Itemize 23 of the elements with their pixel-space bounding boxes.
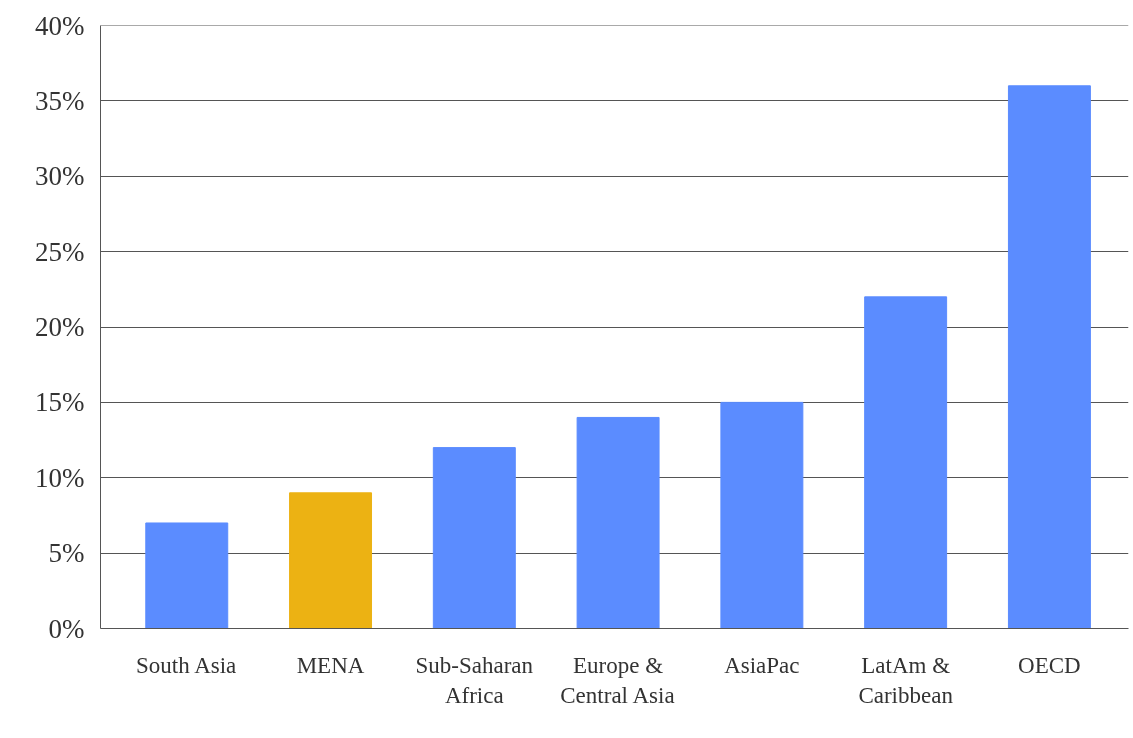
bar [864, 296, 948, 629]
x-tick-label: OECD [1018, 652, 1081, 678]
y-tick-label: 40% [35, 10, 85, 41]
bar [720, 401, 804, 629]
y-tick-label: 25% [35, 236, 85, 267]
y-tick-label: 35% [35, 85, 85, 116]
x-tick-label: Sub-Saharan Africa [415, 652, 534, 708]
bar [145, 522, 229, 629]
y-tick-label: 15% [35, 387, 85, 418]
y-tick-label: 10% [35, 462, 85, 493]
bar [1007, 85, 1091, 629]
y-tick-label: 5% [48, 538, 85, 569]
y-tick-label: 20% [35, 312, 85, 342]
x-tick-label: South Asia [135, 652, 237, 678]
x-tick-label: Europe & Central Asia [560, 652, 675, 708]
y-tick-label: 0% [48, 613, 85, 644]
bar [576, 416, 660, 629]
x-tick-label: LatAm & Caribbean [858, 652, 954, 708]
x-tick-label: AsiaPac [724, 652, 800, 678]
x-tick-label: MENA [296, 652, 365, 678]
bar [289, 492, 373, 629]
bar [432, 447, 516, 629]
y-tick-label: 30% [35, 161, 85, 192]
